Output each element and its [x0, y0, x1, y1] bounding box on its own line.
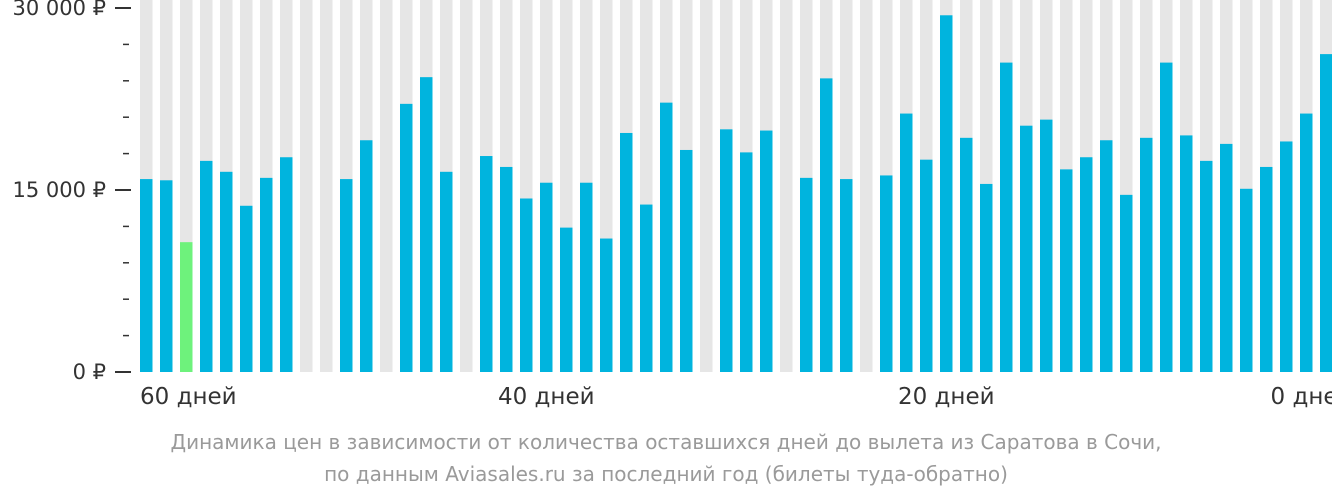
background-column	[460, 0, 473, 372]
bar	[1140, 137, 1153, 372]
background-column	[780, 0, 793, 372]
bar	[960, 137, 973, 372]
bar	[680, 149, 693, 372]
bar	[440, 171, 453, 372]
bar	[520, 198, 533, 372]
bar	[1000, 62, 1013, 372]
bar	[1300, 113, 1313, 372]
bar	[340, 179, 353, 372]
bar	[1320, 54, 1332, 373]
bar	[1160, 62, 1173, 372]
bar	[220, 171, 233, 372]
bar	[400, 103, 413, 372]
bar	[1180, 135, 1193, 372]
bar	[720, 129, 733, 372]
x-tick-label: 40 дней	[498, 384, 595, 410]
bar	[580, 182, 593, 372]
bar	[820, 78, 833, 372]
bar	[1060, 169, 1073, 372]
bar	[620, 132, 633, 372]
bar	[800, 177, 813, 372]
bar	[1240, 188, 1253, 372]
background-column	[700, 0, 713, 372]
bar	[360, 140, 373, 372]
bar	[420, 77, 433, 372]
bar	[940, 15, 953, 373]
y-tick-label: 15 000 ₽	[12, 178, 106, 202]
bar	[1120, 194, 1133, 372]
bar	[1280, 141, 1293, 372]
chart-caption-line-2: по данным Aviasales.ru за последний год …	[324, 462, 1008, 486]
bar	[1020, 125, 1033, 373]
bar	[1260, 166, 1273, 372]
bar	[900, 113, 913, 372]
bar	[260, 177, 273, 372]
bar	[1040, 119, 1053, 372]
bar	[660, 102, 673, 372]
background-column	[860, 0, 873, 372]
price-bar-chart: 0 ₽ 15 000 ₽ 30 000 ₽ 60 дней 40 дней 20 дней…	[12, 0, 1332, 410]
y-tick-label: 0 ₽	[73, 360, 106, 384]
bar	[1200, 160, 1213, 372]
bar	[240, 205, 253, 372]
x-tick-label: 20 дней	[898, 384, 995, 410]
bar	[980, 183, 993, 372]
bar	[200, 160, 213, 372]
x-tick-label: 0 дней	[1271, 384, 1332, 410]
bar	[140, 179, 153, 372]
bar	[500, 166, 513, 372]
bar	[760, 130, 773, 372]
bar	[740, 152, 753, 372]
bar	[640, 204, 653, 372]
bar	[560, 227, 573, 372]
bar	[600, 238, 613, 372]
bar	[480, 156, 493, 372]
background-column	[320, 0, 333, 372]
bar	[1100, 140, 1113, 372]
bar	[280, 157, 293, 372]
bar	[840, 179, 853, 372]
bar-highlighted	[180, 242, 193, 372]
bar	[920, 159, 933, 372]
x-tick-label: 60 дней	[140, 384, 237, 410]
bar	[1220, 143, 1233, 372]
y-tick-label: 30 000 ₽	[12, 0, 106, 20]
background-column	[380, 0, 393, 372]
bar	[1080, 157, 1093, 372]
background-column	[300, 0, 313, 372]
bar	[880, 175, 893, 372]
bar	[540, 182, 553, 372]
bar	[160, 180, 173, 372]
chart-caption-line-1: Динамика цен в зависимости от количества…	[170, 430, 1162, 454]
